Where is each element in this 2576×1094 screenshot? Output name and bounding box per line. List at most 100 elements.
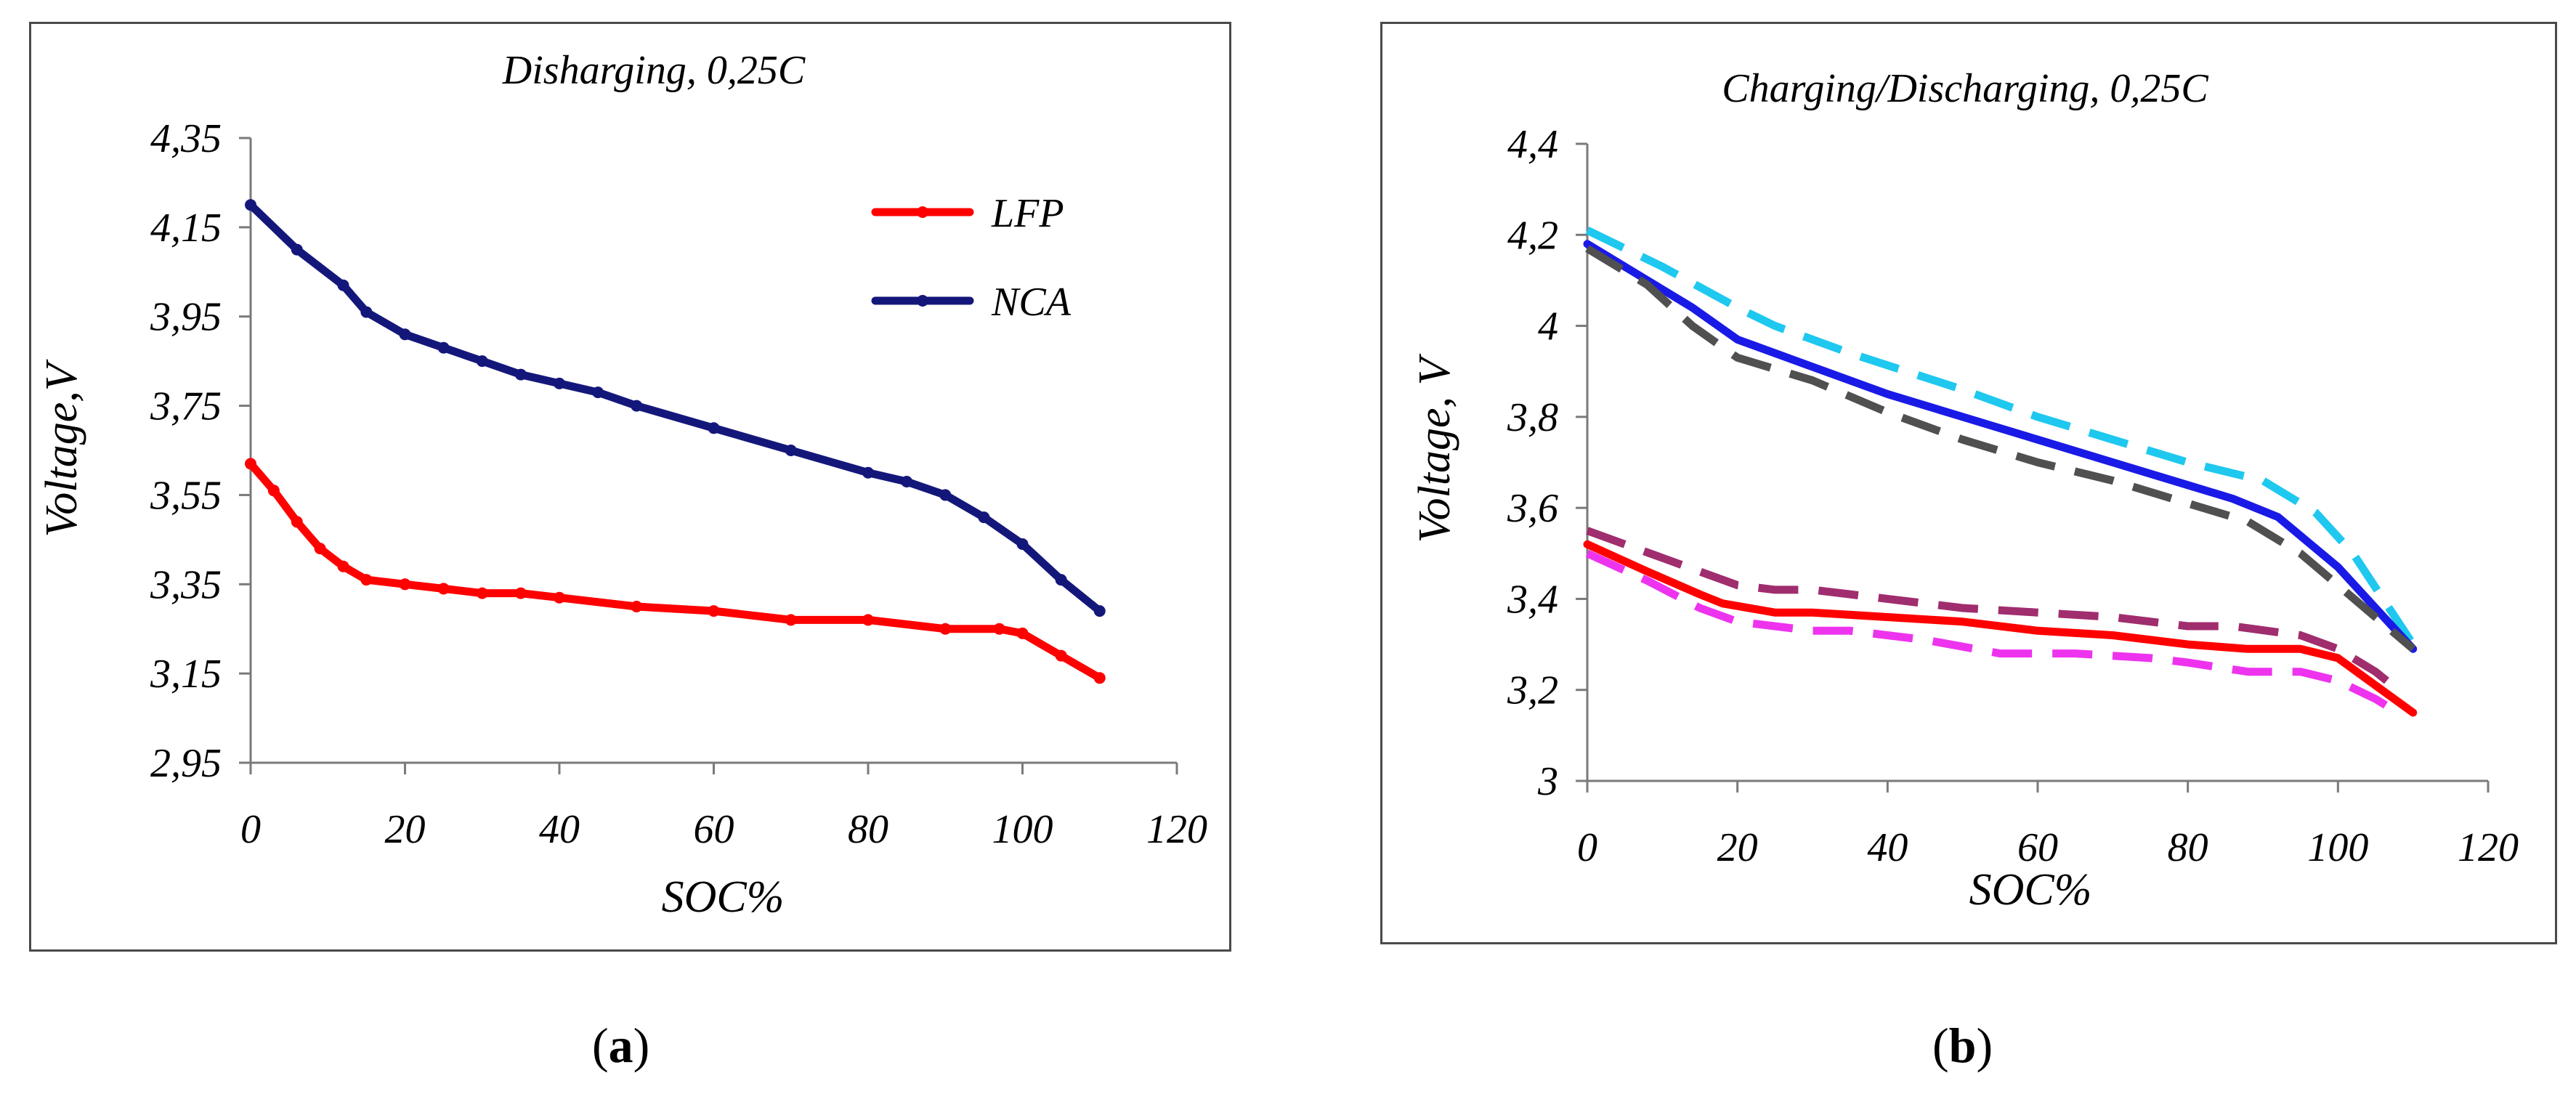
data-point — [399, 328, 411, 341]
data-point — [939, 489, 952, 501]
data-point — [631, 400, 643, 412]
x-tick-label: 100 — [2307, 825, 2368, 870]
data-point — [437, 583, 450, 595]
chart-panel-b: Charging/Discharging, 0,25C 3 3,2 3,4 3,6 3,8… — [1410, 66, 2519, 915]
y-axis-title: Voltage, V — [1410, 353, 1459, 543]
series-line-2 — [1585, 245, 2416, 652]
data-point — [631, 601, 643, 612]
x-tick-label: 20 — [1717, 825, 1758, 870]
series-line-1 — [1583, 240, 2418, 653]
data-point — [862, 466, 874, 479]
y-tick-label: 3,75 — [150, 384, 222, 429]
data-point — [1093, 672, 1106, 684]
legend-label: NCA — [991, 280, 1072, 325]
data-point — [291, 243, 303, 256]
panel-a-caption-open: ( — [592, 1018, 609, 1073]
y-axis-title: Voltage,V — [37, 359, 86, 537]
data-point — [939, 623, 952, 635]
x-tick-label: 80 — [2168, 825, 2208, 870]
data-point — [245, 199, 256, 211]
y-tick-label: 3,6 — [1507, 486, 1558, 531]
x-tick-label: 20 — [385, 807, 426, 852]
data-point — [554, 591, 565, 604]
data-point — [1055, 649, 1067, 662]
y-tick-label: 4,2 — [1507, 213, 1558, 258]
chart-title: Charging/Discharging, 0,25C — [1722, 66, 2208, 111]
x-tick-label: 60 — [694, 807, 734, 852]
data-point — [708, 605, 720, 617]
data-point — [437, 341, 450, 354]
data-point — [1055, 574, 1067, 586]
y-tick-label: 3,35 — [150, 562, 222, 607]
panel-a-caption: (a) — [592, 1017, 649, 1074]
data-point — [360, 574, 373, 586]
data-point — [1093, 605, 1106, 617]
y-tick-label: 2,95 — [150, 741, 222, 786]
data-point — [554, 377, 565, 389]
x-tick-label: 0 — [1577, 825, 1597, 870]
data-point — [901, 476, 913, 487]
series-line-0 — [246, 459, 1104, 682]
series-line-5 — [1585, 549, 2400, 716]
data-point — [1016, 538, 1029, 550]
panel-b-caption-letter: b — [1948, 1018, 1977, 1073]
data-point — [993, 623, 1005, 635]
x-tick-label: 40 — [1867, 825, 1908, 870]
chart-title: Disharging, 0,25C — [502, 48, 806, 93]
y-tick-label: 3,2 — [1507, 668, 1558, 713]
legend-marker — [917, 295, 928, 307]
data-point — [476, 355, 488, 368]
x-tick-label: 40 — [539, 807, 580, 852]
panel-b-caption: (b) — [1932, 1017, 1993, 1074]
data-point — [862, 614, 874, 626]
panel-a-caption-letter: a — [608, 1018, 633, 1073]
y-tick-label: 4 — [1538, 304, 1558, 349]
data-point — [245, 458, 256, 470]
data-point — [708, 422, 720, 434]
y-tick-label: 4,4 — [1507, 122, 1558, 167]
series-line-1 — [246, 200, 1104, 615]
series-line-4 — [1583, 540, 2418, 717]
x-tick-label: 120 — [2458, 825, 2519, 870]
chart-panel-a: Disharging, 0,25C 2,95 3,15 3,35 3,55 3,75 3,9… — [37, 48, 1207, 922]
y-tick-label: 3,8 — [1507, 395, 1558, 440]
panel-b-frame — [1380, 22, 2557, 944]
x-tick-label: 120 — [1146, 807, 1207, 852]
y-tick-label: 4,15 — [150, 206, 222, 251]
panel-b-caption-close: ) — [1976, 1018, 1993, 1073]
data-point — [785, 445, 797, 456]
series-line-0 — [1585, 227, 2417, 647]
y-tick-label: 3,95 — [150, 295, 222, 340]
x-tick-label: 80 — [848, 807, 888, 852]
data-point — [476, 587, 488, 599]
x-axis-title: SOC% — [1969, 865, 2092, 915]
data-point — [337, 560, 349, 572]
x-axis-title: SOC% — [662, 872, 785, 922]
data-point — [267, 485, 280, 497]
data-point — [399, 578, 411, 591]
data-point — [514, 368, 527, 381]
y-tick-label: 4,35 — [150, 116, 222, 161]
y-tick-label: 3 — [1537, 759, 1558, 804]
x-tick-label: 60 — [2017, 825, 2058, 870]
legend-marker — [917, 206, 928, 218]
data-point — [1016, 627, 1029, 639]
panel-a-caption-close: ) — [633, 1018, 650, 1073]
data-point — [291, 516, 303, 528]
data-point — [514, 587, 527, 599]
data-point — [337, 279, 349, 291]
data-point — [360, 306, 373, 318]
panel-a-frame — [29, 22, 1231, 952]
y-tick-label: 3,15 — [150, 652, 222, 697]
data-point — [592, 386, 604, 399]
x-tick-label: 100 — [992, 807, 1053, 852]
data-point — [785, 614, 797, 626]
data-point — [314, 543, 326, 555]
x-tick-label: 0 — [240, 807, 261, 852]
y-tick-label: 3,4 — [1507, 577, 1558, 622]
y-tick-label: 3,55 — [150, 473, 222, 518]
panel-b-caption-open: ( — [1932, 1018, 1949, 1073]
series-line-3 — [1586, 527, 2401, 693]
data-point — [978, 511, 990, 524]
